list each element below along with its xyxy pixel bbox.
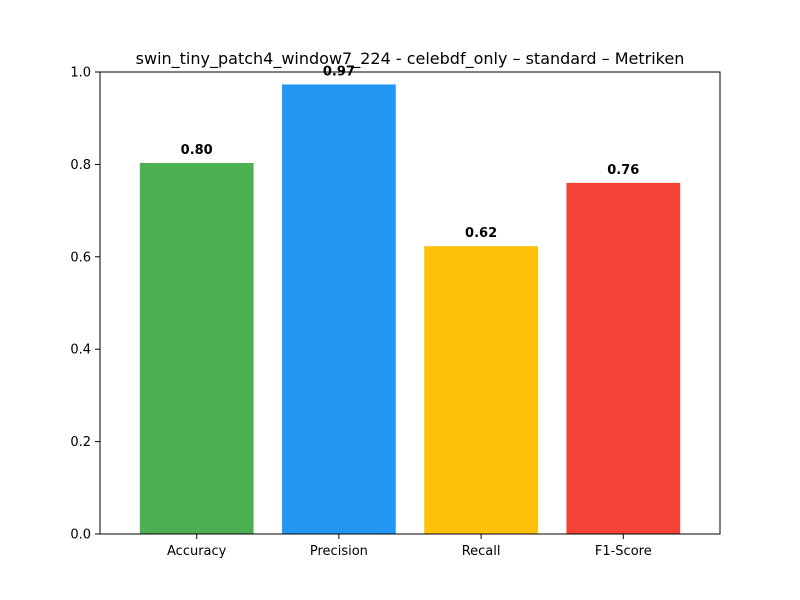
bar-recall — [424, 246, 538, 534]
y-tick-label: 0.6 — [70, 250, 91, 265]
plot-frame — [99, 71, 721, 535]
y-tick-label: 0.8 — [70, 158, 91, 173]
chart-title: swin_tiny_patch4_window7_224 - celebdf_o… — [136, 49, 685, 69]
data-label-accuracy: 0.80 — [181, 143, 213, 158]
y-tick-label: 0.0 — [70, 528, 91, 543]
x-tick-label: Accuracy — [167, 544, 227, 559]
bar-f1-score — [566, 182, 681, 534]
data-label-f1-score: 0.76 — [607, 163, 639, 178]
data-labels-layer: 0.800.970.620.76 — [181, 64, 640, 241]
axes-layer: Accuracy Precision Recall F1-Score 0.0 0.2 0.4… — [70, 66, 721, 559]
x-tick-label: F1-Score — [595, 544, 652, 559]
y-tick-label: 1.0 — [70, 66, 91, 81]
data-label-recall: 0.62 — [465, 226, 497, 241]
x-tick-label: Recall — [462, 544, 501, 559]
y-tick-label: 0.4 — [70, 343, 91, 358]
y-tick-label: 0.2 — [70, 435, 91, 450]
bars-layer — [139, 84, 681, 535]
bar-accuracy — [139, 163, 254, 535]
x-tick-label: Precision — [310, 544, 368, 559]
bar-precision — [282, 84, 396, 534]
